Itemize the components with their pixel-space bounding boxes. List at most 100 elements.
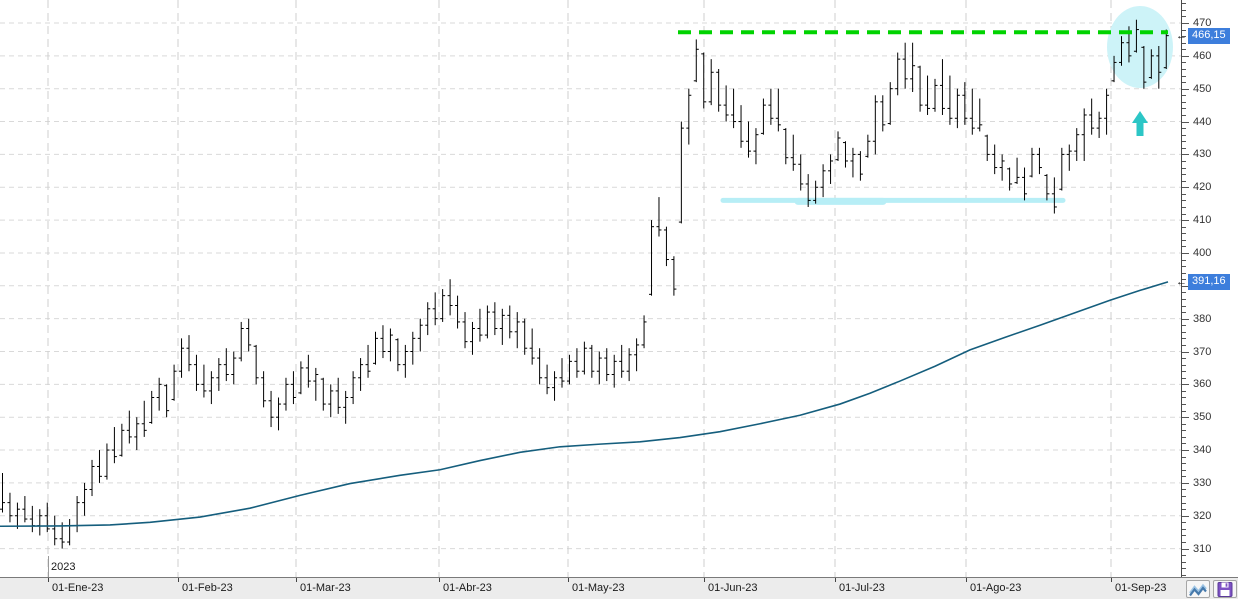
price-axis-minor-tick: [1182, 542, 1186, 544]
price-axis-minor-tick: [1182, 410, 1186, 412]
price-bar: [656, 197, 662, 237]
price-bar: [298, 361, 304, 395]
price-bar: [857, 151, 863, 181]
price-axis-minor-tick: [1182, 469, 1186, 471]
price-bar: [82, 482, 88, 516]
price-axis-minor-tick: [1182, 423, 1186, 425]
time-axis[interactable]: 01-Ene-23 01-Feb-23 01-Mar-23 01-Abr-23 01-M…: [0, 578, 1238, 599]
price-bar: [611, 354, 617, 388]
price-axis[interactable]: ← 466,15 ← 391,16 310 320 330 340 350 360 370 3…: [1176, 0, 1238, 577]
price-axis-major-tick: [1182, 252, 1189, 254]
price-bar: [701, 52, 707, 109]
price-bar: [902, 42, 908, 89]
price-axis-major-tick: [1182, 88, 1189, 90]
price-bar: [417, 318, 423, 352]
price-bar: [171, 364, 177, 401]
price-bar: [887, 82, 893, 125]
price-bar: [343, 390, 349, 424]
price-axis-minor-tick: [1182, 535, 1186, 537]
price-axis-minor-tick: [1182, 430, 1186, 432]
time-axis-label: 01-Abr-23: [443, 582, 492, 594]
price-bar: [939, 59, 945, 115]
price-bar: [261, 371, 267, 408]
price-bar: [350, 371, 356, 405]
price-bar: [335, 377, 341, 414]
price-bar: [507, 305, 513, 339]
price-bar: [455, 295, 461, 329]
price-bar: [865, 134, 871, 158]
price-axis-label: 380: [1193, 312, 1212, 325]
price-axis-minor-tick: [1182, 312, 1186, 314]
price-bar: [37, 509, 43, 536]
zigzag-chart-icon: [1189, 583, 1207, 596]
price-bar: [641, 315, 647, 349]
chart-style-button[interactable]: [1186, 580, 1210, 598]
save-chart-button[interactable]: [1213, 580, 1237, 598]
price-bar: [223, 348, 229, 382]
price-bar: [313, 367, 319, 401]
price-bar: [992, 144, 998, 175]
price-bar: [842, 141, 848, 168]
price-axis-minor-tick: [1182, 364, 1186, 366]
price-bar: [1066, 144, 1072, 171]
price-bar: [619, 344, 625, 378]
price-bar: [380, 325, 386, 359]
price-bar: [1014, 157, 1020, 184]
price-axis-label: 420: [1193, 181, 1212, 194]
price-axis-minor-tick: [1182, 331, 1186, 333]
price-axis-label: 410: [1193, 214, 1212, 227]
price-axis-label: 470: [1193, 17, 1212, 29]
price-axis-minor-tick: [1182, 555, 1186, 557]
price-chart-plot[interactable]: [0, 0, 1181, 577]
price-bar: [1104, 88, 1110, 135]
price-bar: [760, 98, 766, 135]
price-axis-minor-tick: [1182, 522, 1186, 524]
price-bar: [74, 496, 80, 533]
price-bar: [947, 75, 953, 125]
price-bar: [1036, 147, 1042, 175]
price-axis-label: 340: [1193, 444, 1212, 457]
price-bar: [164, 384, 170, 418]
plot-bottom-border: [0, 577, 1238, 578]
price-axis-minor-tick: [1182, 9, 1186, 11]
price-axis-minor-tick: [1182, 489, 1186, 491]
price-bar: [574, 348, 580, 378]
time-axis-tick: [835, 578, 836, 582]
price-axis-label: 360: [1193, 378, 1212, 391]
price-axis-label: 460: [1193, 49, 1212, 62]
price-bar: [0, 473, 5, 513]
price-axis-minor-tick: [1182, 233, 1186, 235]
price-bar: [1029, 147, 1035, 178]
price-bar: [977, 98, 983, 132]
highlight-ellipse-annotation[interactable]: [1107, 6, 1173, 88]
price-axis-major-tick: [1182, 318, 1189, 320]
price-bar: [962, 82, 968, 125]
price-axis-minor-tick: [1182, 16, 1186, 18]
time-axis-tick: [48, 578, 49, 582]
time-axis-tick: [439, 578, 440, 582]
price-bar: [104, 443, 110, 480]
price-bar: [410, 331, 416, 365]
price-axis-minor-tick: [1182, 68, 1186, 70]
price-axis-minor-tick: [1182, 246, 1186, 248]
price-bar: [731, 88, 737, 129]
time-axis-tick: [1111, 578, 1112, 582]
price-axis-minor-tick: [1182, 200, 1186, 202]
price-bar: [447, 279, 453, 316]
price-bar: [850, 147, 856, 178]
price-bar: [872, 95, 878, 155]
price-axis-minor-tick: [1182, 141, 1186, 143]
price-axis-minor-tick: [1182, 213, 1186, 215]
price-axis-major-tick: [1182, 548, 1189, 550]
price-axis-label: 400: [1193, 246, 1212, 259]
price-bar: [320, 377, 326, 411]
time-axis-tick: [178, 578, 179, 582]
price-axis-minor-tick: [1182, 443, 1186, 445]
price-bar: [89, 459, 95, 497]
price-bar: [119, 423, 125, 457]
up-arrow-annotation[interactable]: [1132, 111, 1148, 136]
price-bar: [1081, 108, 1087, 161]
price-axis-minor-tick: [1182, 496, 1186, 498]
ma-price-pointer-icon: ←: [1176, 275, 1187, 288]
